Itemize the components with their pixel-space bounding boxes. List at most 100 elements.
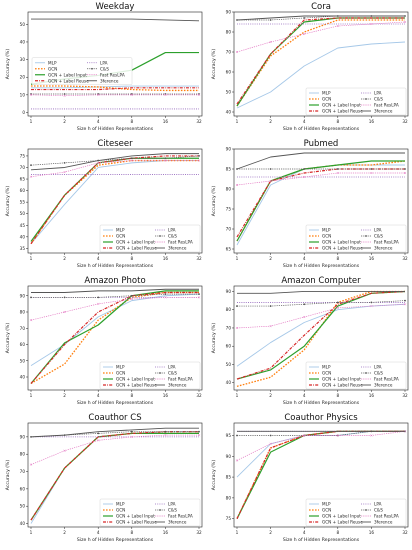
x-tick-label: 8 (130, 393, 133, 398)
data-point-cs (370, 168, 373, 170)
legend-box (99, 361, 201, 390)
x-tick-label: 16 (369, 119, 375, 124)
series-line-ref (236, 152, 405, 170)
series-line-gcn_li (30, 290, 199, 384)
series-line-gcn_lr (30, 291, 199, 384)
data-point-frlpa (403, 303, 407, 306)
x-axis-label: Size h of Hidden Representations (77, 400, 154, 406)
plot-frame (27, 148, 203, 254)
data-point-frlpa (336, 306, 339, 310)
series-line-mlp (31, 85, 199, 89)
legend-box (31, 57, 133, 85)
data-point-frlpa (197, 296, 201, 299)
legend-label-mlp: MLP (322, 228, 331, 233)
y-axis-label: Accuracy (%) (211, 460, 217, 491)
legend-marker-cs (159, 235, 161, 237)
data-point-cs (303, 17, 306, 19)
x-tick-label: 32 (402, 119, 408, 124)
legend-label-cs: C&S (100, 66, 109, 71)
data-point-frlpa (29, 175, 33, 178)
y-tick-label: 50 (226, 362, 232, 367)
series-line-ref (30, 153, 199, 171)
x-axis-label: Size h of Hidden Representations (283, 126, 360, 132)
data-point-cs (130, 430, 133, 433)
data-point-cs (269, 434, 272, 437)
data-point-frlpa (235, 50, 239, 54)
data-point-cs (336, 301, 339, 304)
legend-marker-cs (365, 509, 367, 511)
legend-marker-cs (365, 372, 367, 374)
legend-label-gcn: GCN (116, 508, 125, 513)
x-tick-label: 4 (97, 256, 100, 261)
x-axis-label: Size h of Hidden Representations (283, 263, 360, 269)
legend-label-gcn: GCN (322, 234, 331, 239)
data-point-frlpa (303, 32, 306, 36)
x-tick-label: 2 (269, 530, 272, 535)
y-tick-label: 0 (22, 110, 25, 115)
legend-label-gcn: GCN (48, 66, 57, 71)
y-tick-label: 60 (20, 486, 26, 491)
legend-label-gcn: GCN (116, 371, 125, 376)
legend-label-gcn_lr: GCN + Label Reuse (116, 520, 157, 525)
data-point-frlpa (164, 433, 167, 437)
data-point-frlpa (29, 93, 33, 97)
legend-label-gcn: GCN (322, 371, 331, 376)
legend-label-frlpa: Fast ResLPA (374, 240, 399, 245)
legend-label-gcn: GCN (116, 234, 125, 239)
y-tick-label: 80 (20, 310, 26, 315)
x-tick-label: 16 (163, 530, 169, 535)
legend-label-mlp: MLP (322, 502, 331, 507)
plot-frame (27, 285, 203, 391)
data-point-frlpa (29, 463, 33, 466)
y-axis-label: Accuracy (%) (5, 323, 11, 354)
legend-label-ref: 3ference (168, 246, 187, 251)
legend-label-gcn_lr: GCN + Label Reuse (48, 78, 89, 83)
y-tick-label: 35 (20, 246, 26, 251)
chart-panel-2: Citeseer 35 40 45 50 55 60 65 70 75 1 2 4 8 16 32 Size h… (5, 139, 203, 269)
x-tick-label: 1 (236, 530, 239, 535)
series-line-frlpa (236, 21, 406, 53)
y-tick-label: 80 (226, 30, 232, 35)
series-line-gcn_lr (30, 431, 199, 521)
x-tick-label: 16 (369, 256, 375, 261)
series-line-gcn (31, 85, 199, 92)
legend-label-lpa: LPA (374, 91, 382, 96)
y-tick-label: 20 (20, 75, 26, 80)
data-point-frlpa (235, 183, 239, 187)
x-tick-label: 8 (130, 530, 133, 535)
x-tick-label: 32 (196, 530, 202, 535)
legend-label-gcn_li: GCN + Label Input (116, 240, 155, 245)
series-line-cs (30, 431, 199, 438)
chart-title: Citeseer (97, 139, 133, 149)
series-line-ref (236, 15, 405, 21)
legend-label-gcn_lr: GCN + Label Reuse (116, 383, 157, 388)
y-tick-label: 90 (226, 454, 232, 459)
x-tick-label: 32 (196, 119, 202, 124)
x-tick-label: 4 (303, 530, 306, 535)
y-tick-label: 90 (226, 147, 232, 152)
series-line-frlpa (236, 430, 406, 461)
data-point-frlpa (97, 439, 100, 442)
x-tick-label: 16 (369, 393, 375, 398)
x-tick-label: 16 (163, 256, 169, 261)
y-tick-label: 70 (226, 50, 232, 55)
x-tick-label: 32 (196, 393, 202, 398)
data-point-cs (303, 168, 306, 170)
legend-label-mlp: MLP (116, 228, 125, 233)
y-tick-label: 10 (20, 92, 26, 97)
data-point-frlpa (336, 24, 339, 28)
x-tick-label: 1 (30, 256, 33, 261)
data-point-cs (404, 168, 406, 170)
series-line-frlpa (30, 94, 199, 97)
x-tick-label: 8 (336, 530, 339, 535)
y-tick-label: 70 (226, 227, 232, 232)
data-point-frlpa (370, 22, 373, 26)
data-point-cs (63, 296, 66, 299)
legend-label-mlp: MLP (116, 365, 125, 370)
legend-label-frlpa: Fast ResLPA (100, 72, 125, 77)
data-point-cs (236, 305, 238, 307)
x-tick-label: 4 (303, 393, 306, 398)
data-point-cs (370, 301, 373, 304)
data-point-frlpa (197, 159, 201, 162)
data-point-cs (164, 157, 167, 160)
